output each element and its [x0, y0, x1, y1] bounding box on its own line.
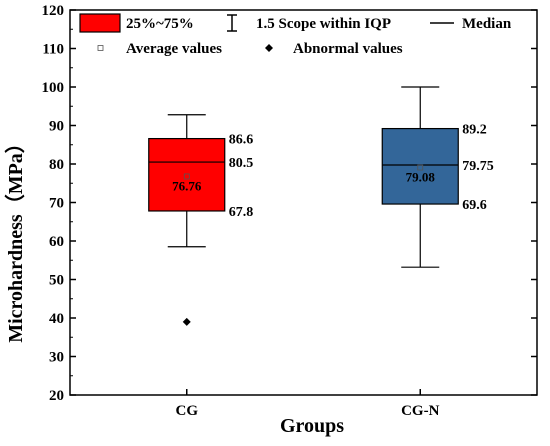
box-iqr: [381, 127, 459, 205]
mean-label: 79.08: [406, 170, 436, 185]
q1-label: 67.8: [229, 205, 254, 220]
q3-label: 89.2: [462, 123, 487, 138]
y-tick-label: 90: [49, 119, 64, 135]
legend-mean-label: Average values: [126, 41, 222, 57]
legend-whisker-label: 1.5 Scope within IQP: [256, 16, 391, 32]
y-tick-label: 120: [42, 3, 65, 19]
y-tick-label: 70: [49, 196, 64, 212]
legend-mean-swatch: [97, 45, 104, 51]
legend-box-swatch: [79, 13, 121, 33]
mean-label: 76.76: [172, 178, 202, 193]
legend-outlier-label: Abnormal values: [293, 41, 403, 57]
median-label: 80.5: [229, 156, 254, 171]
plot-area: 86.6 80.5 67.8 76.76 89.2 79.75 69.6 79.08: [148, 86, 494, 326]
q3-label: 86.6: [229, 133, 254, 148]
y-tick-label: 100: [42, 80, 65, 96]
legend-box-label: 25%~75%: [126, 16, 194, 32]
y-tick-label: 110: [42, 42, 64, 58]
axes: 20 30 40 50 60 70 80 90 100 110 120 CG CG-N: [42, 3, 538, 419]
mean-marker: [183, 173, 190, 180]
legend: 25%~75% 1.5 Scope within IQP Median Average…: [79, 13, 512, 57]
y-tick-label: 20: [49, 388, 64, 404]
y-tick-label: 80: [49, 157, 64, 173]
x-tick-label: CG: [176, 403, 199, 419]
y-tick-label: 30: [49, 350, 64, 366]
median-label: 79.75: [462, 159, 494, 174]
y-axis-title: Microhardness（MPa）: [4, 133, 27, 343]
y-tick-label: 60: [49, 234, 64, 250]
box-iqr: [148, 137, 226, 212]
legend-median-label: Median: [462, 16, 512, 32]
q1-label: 69.6: [462, 198, 487, 213]
mean-marker: [417, 164, 424, 171]
outlier-point: [182, 317, 191, 326]
legend-outlier-swatch: [265, 44, 273, 52]
box-group-cg: 86.6 80.5 67.8 76.76: [148, 114, 254, 326]
y-tick-label: 40: [49, 311, 64, 327]
x-axis-title: Groups: [280, 415, 344, 437]
x-tick-label: CG-N: [401, 403, 439, 419]
y-tick-label: 50: [49, 273, 64, 289]
box-group-cg-n: 89.2 79.75 69.6 79.08: [381, 86, 494, 268]
